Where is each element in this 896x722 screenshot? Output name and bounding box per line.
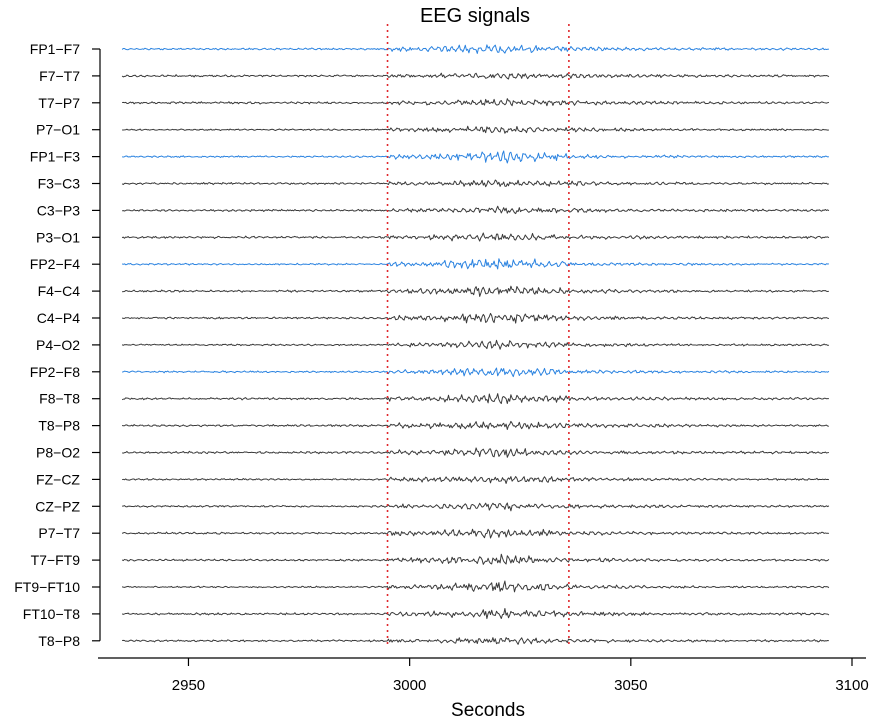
channel-trace xyxy=(121,44,829,54)
channel-trace xyxy=(122,502,830,512)
channel-label: FP2−F4 xyxy=(30,256,80,272)
channel-trace xyxy=(121,476,830,484)
x-axis: 2950 3000 3050 3100 xyxy=(98,657,869,694)
channel-label: FP1−F3 xyxy=(30,149,80,165)
channel-label: P3−O1 xyxy=(36,229,80,245)
x-tick-label: 3000 xyxy=(393,677,426,694)
channel-label: P7−T7 xyxy=(38,525,80,541)
channel-trace xyxy=(122,125,829,134)
channel-label: CZ−PZ xyxy=(35,498,80,514)
channel-trace xyxy=(121,72,830,80)
channel-trace xyxy=(121,232,830,242)
channel-label: T7−P7 xyxy=(38,95,80,111)
channel-label: F4−C4 xyxy=(38,283,81,299)
channel-trace xyxy=(121,312,830,324)
channel-label: P4−O2 xyxy=(36,337,80,353)
channel-label: FT9−FT10 xyxy=(14,579,80,595)
channel-label: C3−P3 xyxy=(37,202,80,218)
chart-title: EEG signals xyxy=(420,5,530,27)
x-tick-label: 2950 xyxy=(172,677,205,694)
channel-trace xyxy=(121,367,830,378)
channel-trace xyxy=(122,205,830,215)
channel-label: FP2−F8 xyxy=(30,364,80,380)
channel-label: T8−P8 xyxy=(38,418,80,434)
channel-label: FT10−T8 xyxy=(23,606,80,622)
channel-label: F8−T8 xyxy=(39,391,80,407)
channel-trace xyxy=(122,285,830,297)
channel-label: FZ−CZ xyxy=(36,471,80,487)
x-axis-label: Seconds xyxy=(451,700,525,721)
channel-label: FP1−F7 xyxy=(30,41,80,57)
x-tick-label: 3100 xyxy=(835,677,868,694)
channel-trace xyxy=(121,447,829,458)
channel-trace xyxy=(122,98,830,107)
x-tick-label: 3050 xyxy=(614,677,647,694)
channel-label: P7−O1 xyxy=(36,122,80,138)
channel-trace xyxy=(121,258,829,270)
channel-trace xyxy=(121,393,829,405)
channel-label: P8−O2 xyxy=(36,445,80,461)
channel-trace xyxy=(121,150,829,164)
channel-trace xyxy=(121,420,829,430)
channel-trace xyxy=(122,637,829,645)
channel-label: T7−FT9 xyxy=(31,552,81,568)
y-axis: FP1−F7 F7−T7 T7−P7 P7−O1 FP1−F3 F3−C3 C3−P3 P3−… xyxy=(14,41,101,649)
channel-label: F3−C3 xyxy=(38,176,81,192)
channel-trace xyxy=(121,528,829,539)
channel-trace xyxy=(121,339,829,350)
channel-traces xyxy=(121,44,830,645)
channel-trace xyxy=(121,580,830,593)
channel-label: C4−P4 xyxy=(37,310,80,326)
seizure-markers xyxy=(386,24,570,648)
channel-trace xyxy=(121,607,830,620)
channel-label: T8−P8 xyxy=(38,633,80,649)
channel-trace xyxy=(121,553,830,565)
channel-trace xyxy=(121,179,830,188)
channel-label: F7−T7 xyxy=(39,68,80,84)
